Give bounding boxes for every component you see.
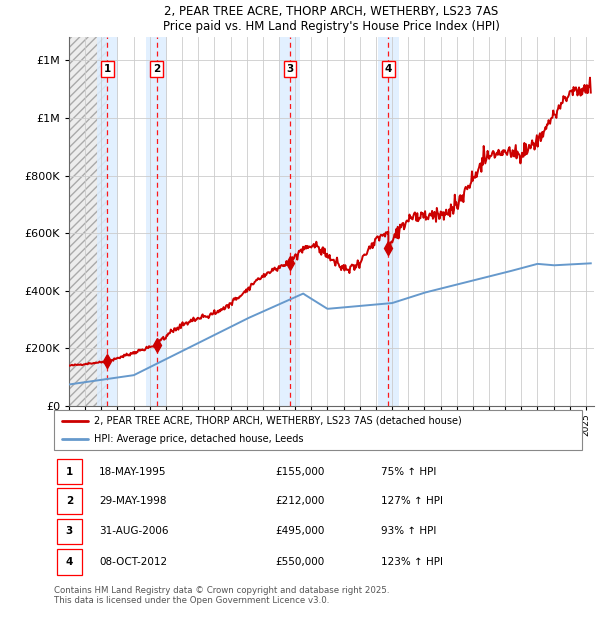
FancyBboxPatch shape bbox=[56, 519, 82, 544]
Title: 2, PEAR TREE ACRE, THORP ARCH, WETHERBY, LS23 7AS
Price paid vs. HM Land Registr: 2, PEAR TREE ACRE, THORP ARCH, WETHERBY,… bbox=[163, 5, 500, 33]
Text: 2, PEAR TREE ACRE, THORP ARCH, WETHERBY, LS23 7AS (detached house): 2, PEAR TREE ACRE, THORP ARCH, WETHERBY,… bbox=[94, 416, 461, 426]
Text: 29-MAY-1998: 29-MAY-1998 bbox=[99, 496, 166, 506]
Text: 93% ↑ HPI: 93% ↑ HPI bbox=[382, 526, 437, 536]
Text: 127% ↑ HPI: 127% ↑ HPI bbox=[382, 496, 443, 506]
Bar bbox=[97, 37, 118, 406]
Text: 75% ↑ HPI: 75% ↑ HPI bbox=[382, 467, 437, 477]
Text: 2: 2 bbox=[153, 64, 160, 74]
Text: 3: 3 bbox=[286, 64, 293, 74]
Text: 2: 2 bbox=[65, 496, 73, 506]
Text: £495,000: £495,000 bbox=[276, 526, 325, 536]
FancyBboxPatch shape bbox=[56, 488, 82, 513]
Text: £155,000: £155,000 bbox=[276, 467, 325, 477]
Text: 18-MAY-1995: 18-MAY-1995 bbox=[99, 467, 166, 477]
Text: 31-AUG-2006: 31-AUG-2006 bbox=[99, 526, 169, 536]
Text: 1: 1 bbox=[104, 64, 111, 74]
Bar bbox=[69, 37, 107, 406]
Text: 4: 4 bbox=[385, 64, 392, 74]
FancyBboxPatch shape bbox=[54, 410, 582, 449]
Bar bbox=[69, 37, 107, 406]
Text: £550,000: £550,000 bbox=[276, 557, 325, 567]
Bar bbox=[280, 37, 301, 406]
Text: £212,000: £212,000 bbox=[276, 496, 325, 506]
Bar bbox=[378, 37, 399, 406]
Text: 3: 3 bbox=[65, 526, 73, 536]
Text: 1: 1 bbox=[65, 467, 73, 477]
Text: 08-OCT-2012: 08-OCT-2012 bbox=[99, 557, 167, 567]
Text: Contains HM Land Registry data © Crown copyright and database right 2025.
This d: Contains HM Land Registry data © Crown c… bbox=[54, 586, 389, 605]
Text: 123% ↑ HPI: 123% ↑ HPI bbox=[382, 557, 443, 567]
Bar bbox=[146, 37, 167, 406]
Text: HPI: Average price, detached house, Leeds: HPI: Average price, detached house, Leed… bbox=[94, 434, 303, 444]
Text: 4: 4 bbox=[65, 557, 73, 567]
FancyBboxPatch shape bbox=[56, 459, 82, 484]
FancyBboxPatch shape bbox=[56, 549, 82, 575]
